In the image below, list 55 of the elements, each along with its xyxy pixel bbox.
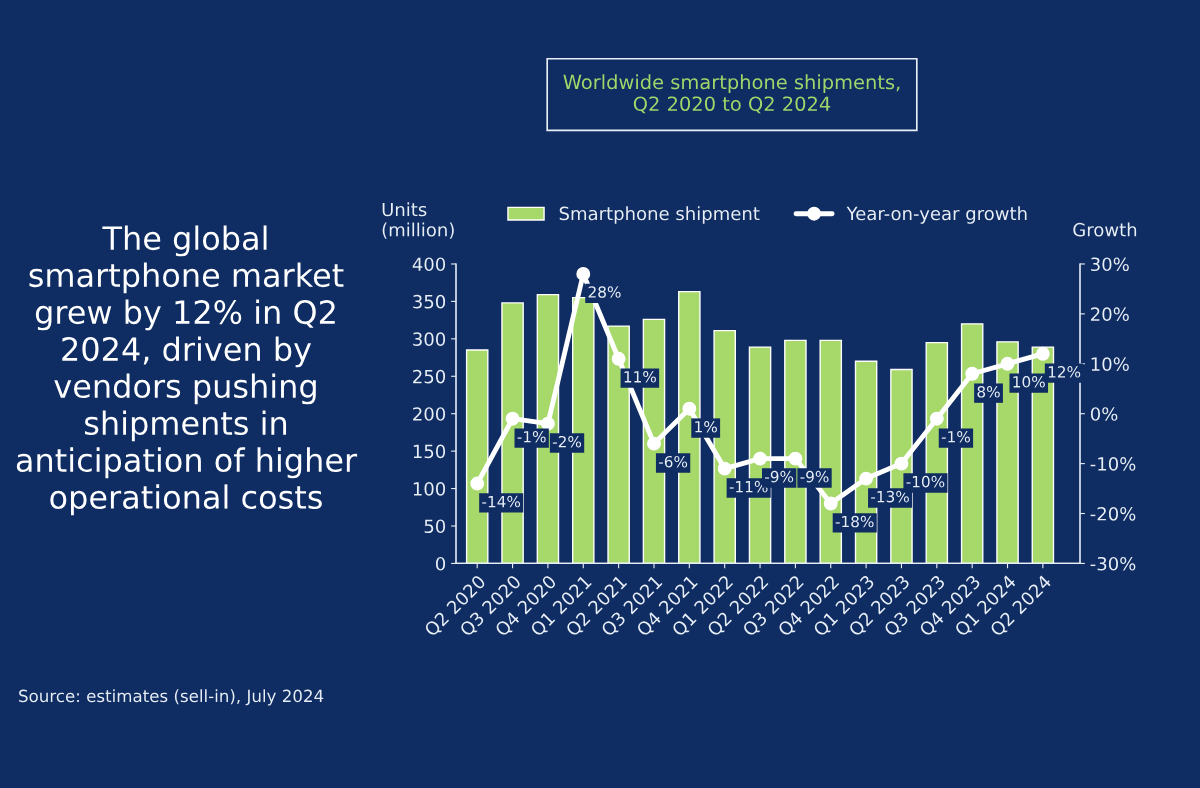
point [505, 411, 520, 426]
point [470, 476, 485, 491]
point [1035, 346, 1050, 361]
point [929, 411, 944, 426]
data-label: 12% [1048, 366, 1081, 378]
point [1000, 356, 1015, 371]
y2-tick-label: -20% [1090, 506, 1136, 521]
y-tick-label: 100 [413, 482, 446, 496]
data-label: 10% [1013, 376, 1045, 388]
y2-tick-label: 10% [1091, 357, 1129, 371]
data-label: -14% [482, 495, 521, 508]
data-label: -1% [941, 430, 970, 443]
y-tick-label: 350 [413, 294, 446, 309]
point [576, 267, 591, 281]
y-axis-title: Units (million) [382, 202, 454, 239]
source-note: Source: estimates (sell-in), July 2024 [19, 689, 324, 706]
point [682, 401, 697, 416]
point [540, 416, 555, 431]
y-tick-label: 200 [413, 407, 446, 421]
y2-tick-label: -30% [1090, 556, 1136, 571]
data-label: -2% [552, 435, 582, 448]
point [788, 451, 803, 466]
y-tick-label: 0 [435, 556, 446, 571]
data-label: 11% [624, 371, 656, 383]
data-label: -10% [906, 475, 945, 488]
point [753, 451, 767, 466]
y2-tick-label: 0% [1090, 407, 1118, 421]
legend-label: Smartphone shipment [559, 206, 760, 224]
data-label: 1% [695, 420, 717, 433]
data-label: -18% [835, 515, 874, 528]
point [894, 456, 909, 471]
chart-title: Worldwide smartphone shipments, Q2 2020 to Q2 2024 [563, 74, 900, 114]
data-label: 8% [977, 386, 1000, 398]
y-tick-label: 150 [413, 444, 446, 459]
data-label: -6% [658, 455, 688, 468]
y2-tick-label: -10% [1090, 457, 1136, 471]
legend-label: Year-on-year growth [846, 206, 1027, 224]
y-tick-label: 50 [424, 519, 446, 534]
point [859, 471, 874, 486]
point [647, 436, 661, 451]
y2-tick-label: 30% [1091, 257, 1129, 272]
data-label: 28% [588, 286, 621, 298]
point [965, 366, 980, 381]
data-label: -13% [871, 490, 909, 503]
y-tick-label: 250 [413, 369, 446, 384]
text: The global smartphone market grew by 12% in Q2 2024, driven by vendors pushing shipments in anticipation of higher operational costs [16, 225, 358, 516]
y-tick-label: 400 [412, 257, 446, 272]
point [823, 496, 838, 511]
point [717, 461, 732, 476]
data-label: -9% [800, 470, 829, 483]
y-tick-label: 300 [413, 332, 446, 346]
y2-tick-label: 20% [1091, 307, 1129, 321]
y2-axis-title: Growth [1073, 222, 1137, 237]
point [611, 351, 626, 366]
data-label: -1% [517, 430, 546, 443]
